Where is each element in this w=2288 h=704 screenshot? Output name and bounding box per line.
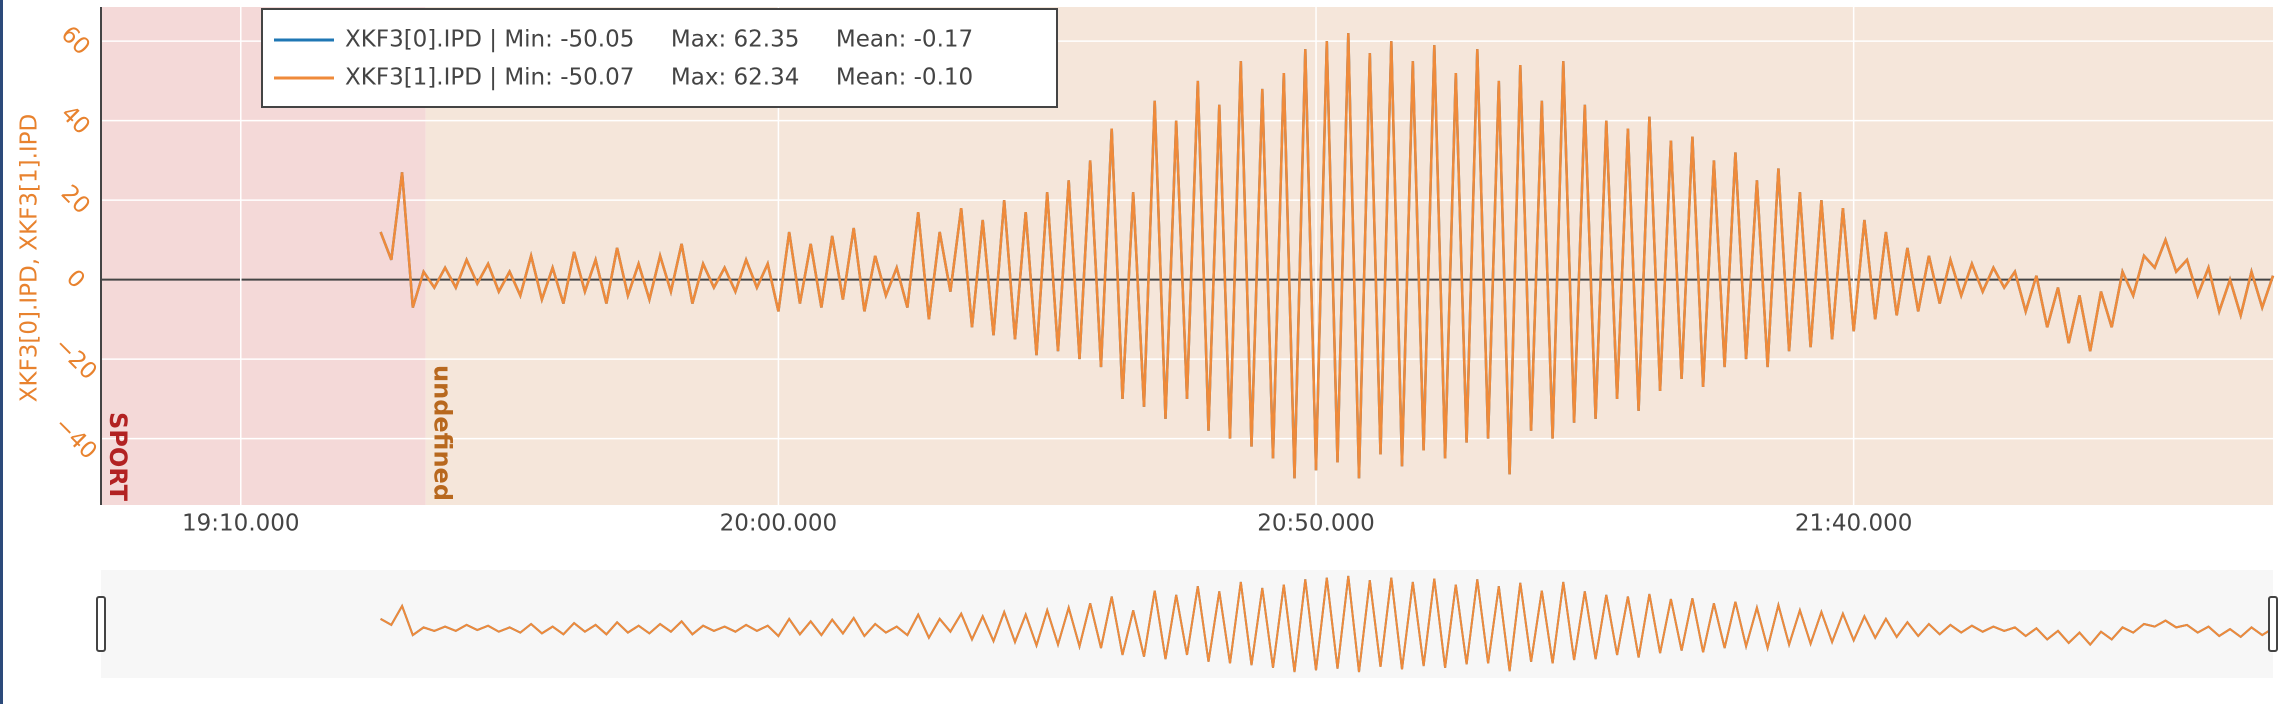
range-handle [2268,596,2278,652]
region-label: undefined [429,365,457,501]
x-tick-label: 20:50.000 [1257,511,1375,537]
range-handle [96,596,106,652]
y-tick-label: 60 [56,21,95,60]
y-tick-label: 20 [56,180,95,219]
legend: XKF3[0].IPD | Min: -50.05 Max: 62.35 Mea… [261,8,1058,108]
y-axis-title: XKF3[0].IPD, XKF3[1].IPD [17,114,43,403]
range-slider-line [380,575,2274,673]
range-slider [101,570,2273,678]
legend-label: XKF3[0].IPD | Min: -50.05 Max: 62.35 Mea… [345,27,973,53]
x-tick-label: 21:40.000 [1795,511,1913,537]
y-tick-label: −20 [49,332,102,385]
legend-label: XKF3[1].IPD | Min: -50.07 Max: 62.34 Mea… [345,65,973,91]
x-tick-label: 19:10.000 [182,511,300,537]
legend-box [261,8,1058,108]
series-line [379,33,2275,479]
y-tick-label: 0 [61,265,90,294]
region-label: SPORT [104,412,132,502]
y-tick-label: 40 [56,101,95,140]
x-tick-label: 20:00.000 [720,511,838,537]
y-tick-label: −40 [49,412,102,465]
